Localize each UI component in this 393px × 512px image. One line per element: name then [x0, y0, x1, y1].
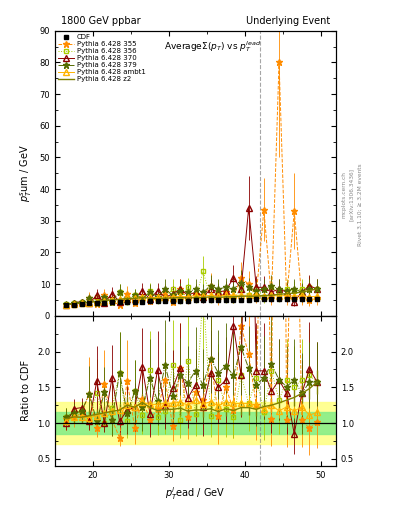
Text: Rivet 3.1.10; ≥ 3.2M events: Rivet 3.1.10; ≥ 3.2M events — [358, 163, 363, 246]
Text: 1800 GeV ppbar: 1800 GeV ppbar — [61, 16, 140, 27]
Y-axis label: Ratio to CDF: Ratio to CDF — [22, 360, 31, 421]
Text: mcplots.cern.ch: mcplots.cern.ch — [341, 171, 346, 218]
Text: Underlying Event: Underlying Event — [246, 16, 331, 27]
Legend: CDF, Pythia 6.428 355, Pythia 6.428 356, Pythia 6.428 370, Pythia 6.428 379, Pyt: CDF, Pythia 6.428 355, Pythia 6.428 356,… — [57, 33, 147, 84]
Y-axis label: $p_T^s$um / GeV: $p_T^s$um / GeV — [18, 144, 34, 202]
Text: [arXiv:1306.3436]: [arXiv:1306.3436] — [349, 168, 354, 221]
Text: Average$\Sigma(p_T)$ vs $p_T^{lead}$: Average$\Sigma(p_T)$ vs $p_T^{lead}$ — [163, 39, 261, 54]
X-axis label: $p_T^l$ead / GeV: $p_T^l$ead / GeV — [165, 485, 226, 502]
